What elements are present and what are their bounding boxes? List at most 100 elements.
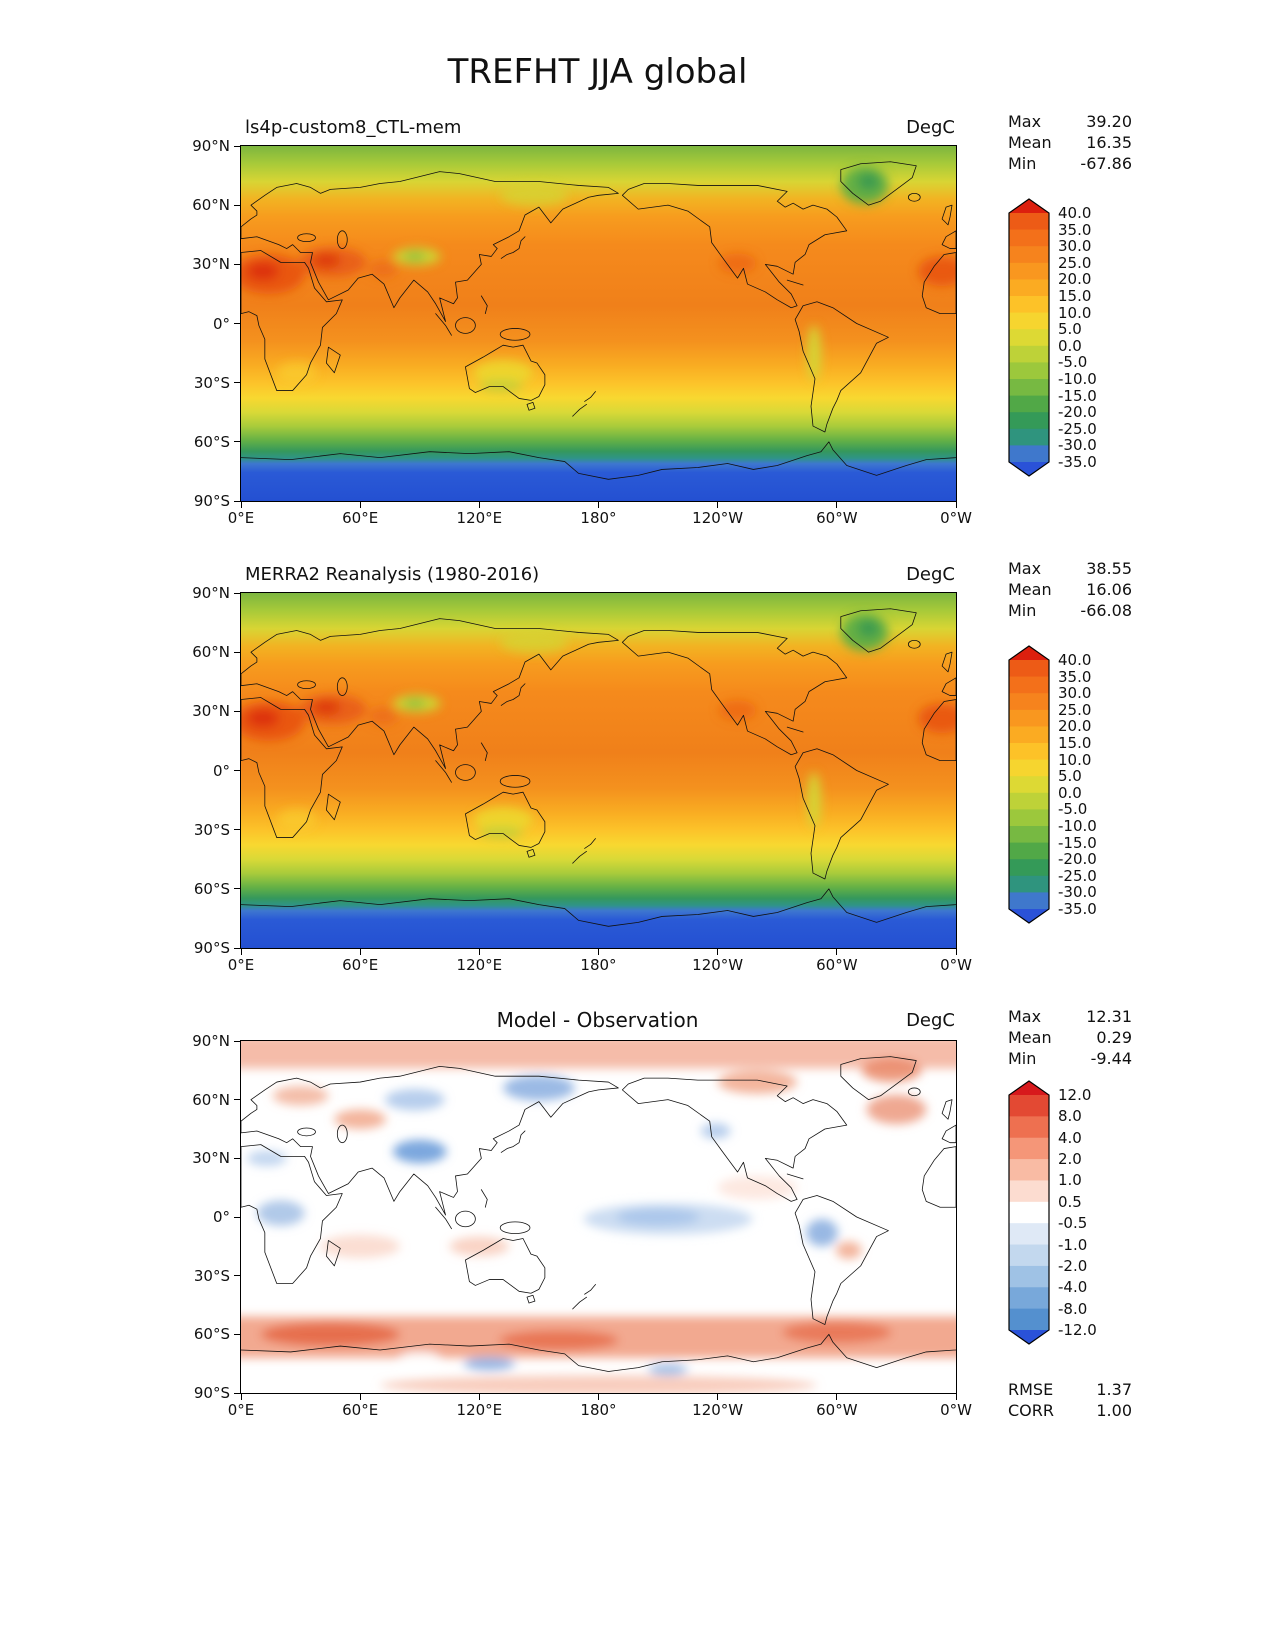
y-tick	[234, 441, 240, 443]
colorbar-tick-label: -35.0	[1058, 900, 1097, 918]
stat-label: Mean	[1008, 1028, 1052, 1047]
stat-value: 39.20	[1086, 112, 1132, 131]
x-tick-label: 60°W	[816, 1401, 858, 1419]
x-tick	[598, 502, 599, 508]
panel-1-units-label: DegC	[906, 117, 955, 138]
stat-label: Min	[1008, 1049, 1037, 1068]
stat-row: Mean 16.35	[1008, 132, 1132, 153]
stat-label: CORR	[1008, 1401, 1054, 1420]
colorbar-tick-label: -15.0	[1058, 386, 1097, 405]
y-tick	[234, 1157, 240, 1159]
y-tick-label: 60°S	[193, 432, 230, 451]
stat-label: Min	[1008, 601, 1037, 620]
colorbar-tick-label: 15.0	[1058, 734, 1092, 752]
x-tick	[717, 949, 719, 955]
x-tick-label: 60°E	[342, 956, 379, 974]
panel-1-title: ls4p-custom8_CTL-mem	[245, 117, 462, 138]
y-tick-label: 60°N	[192, 1090, 230, 1109]
stat-label: Mean	[1008, 580, 1052, 599]
colorbar-panel-1: 40.0 35.0 30.0 25.0 20.0 15.0 10.0 5.0 0.0 -5.0 -1…	[1008, 198, 1128, 477]
y-tick	[234, 204, 240, 206]
y-tick	[234, 710, 240, 712]
colorbar-tick-label: 40.0	[1058, 651, 1092, 669]
colorbar-tick-label: 40.0	[1058, 204, 1092, 222]
map-canvas-2	[241, 593, 956, 948]
stat-value: 16.35	[1086, 133, 1132, 152]
colorbar-tick-label: 0.0	[1058, 336, 1082, 355]
colorbar-tick-label: 5.0	[1058, 767, 1082, 786]
x-tick	[478, 1394, 480, 1400]
y-tick	[234, 1040, 240, 1042]
colorbar-tick-label: 0.5	[1058, 1192, 1082, 1211]
x-tick	[359, 502, 361, 508]
map-panel-1: 90°N 60°N 30°N 0° 30°S 60°S 90°S 0°E 60°E 120°E 18…	[192, 137, 972, 527]
x-tick-label: 0°E	[227, 956, 255, 974]
stat-label: Max	[1008, 559, 1042, 578]
x-tick-label: 180°	[580, 956, 617, 974]
stat-row: Mean 16.06	[1008, 579, 1132, 600]
x-tick-label: 120°E	[456, 956, 503, 974]
stat-value: -67.86	[1080, 154, 1132, 173]
colorbar-tick-label: 10.0	[1058, 750, 1092, 769]
y-tick-label: 30°N	[192, 702, 230, 721]
colorbar-tick-label: -8.0	[1058, 1299, 1088, 1318]
colorbar-tick-label: -5.0	[1058, 800, 1088, 819]
x-tick-label: 60°W	[816, 509, 858, 527]
x-tick	[955, 949, 957, 955]
colorbar-tick-label: 1.0	[1058, 1171, 1082, 1190]
y-tick-label: 60°S	[193, 879, 230, 898]
colorbar-tick-label: 20.0	[1058, 717, 1092, 736]
colorbar-tick-label: -1.0	[1058, 1235, 1088, 1254]
colorbar-panel-2: 40.0 35.0 30.0 25.0 20.0 15.0 10.0 5.0 0.0 -5.0 -1…	[1008, 645, 1128, 924]
x-tick-label: 60°W	[816, 956, 858, 974]
colorbar-tick-label: -30.0	[1058, 883, 1097, 902]
y-tick-label: 30°S	[193, 1266, 230, 1285]
stats-panel-1: Max 39.20 Mean 16.35 Min -67.86	[1008, 111, 1132, 174]
colorbar-tick-label: 35.0	[1058, 667, 1092, 686]
diff-metrics: RMSE 1.37 CORR 1.00	[1008, 1379, 1132, 1421]
x-tick-label: 120°E	[456, 1401, 503, 1419]
colorbar-tick-label: -10.0	[1058, 370, 1097, 388]
colorbar-tick-label: 4.0	[1058, 1128, 1082, 1147]
stat-row: Min -67.86	[1008, 153, 1132, 174]
stat-row: Min -66.08	[1008, 600, 1132, 621]
stat-value: 12.31	[1086, 1007, 1132, 1026]
stat-row: RMSE 1.37	[1008, 1379, 1132, 1400]
y-tick	[234, 1216, 240, 1218]
x-tick	[240, 502, 242, 508]
x-tick	[478, 949, 480, 955]
y-tick-label: 30°S	[193, 820, 230, 839]
colorbar-tick-label: 5.0	[1058, 320, 1082, 339]
y-tick-label: 0°	[212, 314, 230, 333]
x-tick	[836, 502, 838, 508]
stat-value: 1.00	[1096, 1401, 1132, 1420]
stat-row: Min -9.44	[1008, 1048, 1132, 1069]
y-tick	[234, 592, 240, 594]
y-tick	[234, 1275, 240, 1277]
x-tick	[359, 1394, 361, 1400]
x-tick	[717, 1394, 719, 1400]
colorbar-tick-label: -20.0	[1058, 850, 1097, 869]
x-tick-label: 0°E	[227, 1401, 255, 1419]
colorbar-tick-label: 25.0	[1058, 253, 1092, 272]
colorbar-tick-label: -0.5	[1058, 1214, 1088, 1233]
y-tick-label: 30°S	[193, 373, 230, 392]
stat-row: Mean 0.29	[1008, 1027, 1132, 1048]
colorbar-tick-label: 0.0	[1058, 783, 1082, 802]
x-tick	[598, 949, 599, 955]
figure-title: TREFHT JJA global	[447, 52, 748, 92]
y-tick-label: 90°S	[193, 939, 230, 957]
colorbar-tick-label: 30.0	[1058, 237, 1092, 256]
x-tick-label: 180°	[580, 509, 617, 527]
y-tick-label: 60°S	[193, 1325, 230, 1344]
colorbar-tick-label: 20.0	[1058, 270, 1092, 289]
x-tick	[598, 1394, 599, 1400]
colorbar-tick-label: 8.0	[1058, 1107, 1082, 1126]
y-tick	[234, 1392, 240, 1394]
stat-value: 0.29	[1096, 1028, 1132, 1047]
colorbar-tick-label: -5.0	[1058, 353, 1088, 372]
y-tick-label: 60°N	[192, 196, 230, 215]
y-tick	[234, 263, 240, 265]
colorbar-panel-3: 12.0 8.0 4.0 2.0 1.0 0.5 -0.5 -1.0 -2.0 -4.0 -8.0 -…	[1008, 1080, 1128, 1345]
y-tick-label: 0°	[212, 1208, 230, 1226]
